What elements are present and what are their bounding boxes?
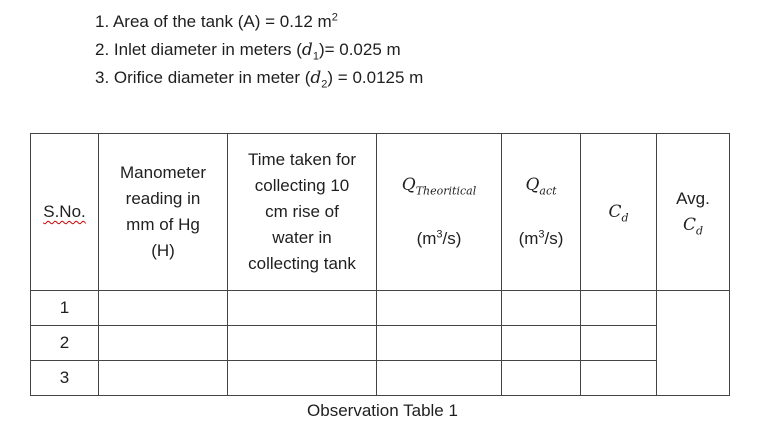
parameter-text: 1. Area of the tank (A) = 0.12 m — [95, 12, 332, 31]
subscript: 1 — [312, 50, 319, 63]
header-sno: S.No. — [30, 133, 99, 291]
header-row: S.No. Manometer reading in mm of Hg (H) … — [30, 133, 730, 291]
parameter-text: 2. Inlet diameter in meters ( — [95, 40, 302, 59]
avg-cd-cell — [656, 290, 730, 396]
header-cd: Cd — [580, 133, 657, 291]
superscript: 2 — [331, 11, 338, 24]
table-cell — [580, 360, 657, 396]
table-cell — [376, 325, 502, 361]
table-cell — [227, 290, 377, 326]
variable-symbol: d — [310, 68, 322, 88]
parameter-text: )= 0.025 m — [318, 40, 401, 59]
parameter-text: ) = 0.0125 m — [327, 68, 424, 87]
header-q-theoritical: QTheoritical (m3/s) — [376, 133, 502, 291]
parameter-list: 1. Area of the tank (A) = 0.12 m2 2. Inl… — [95, 8, 423, 92]
table-cell — [501, 360, 581, 396]
table-row: 2 — [30, 325, 730, 361]
subscript: 2 — [321, 78, 328, 91]
table-cell — [227, 360, 377, 396]
parameter-text: 3. Orifice diameter in meter ( — [95, 68, 311, 87]
table-cell — [227, 325, 377, 361]
table-cell — [580, 290, 657, 326]
table-cell — [501, 290, 581, 326]
table-cell — [580, 325, 657, 361]
row-number: 3 — [30, 360, 99, 396]
parameter-inlet-diameter: 2. Inlet diameter in meters (d1)= 0.025 … — [95, 36, 423, 64]
variable-symbol: d — [301, 40, 313, 60]
table-cell — [98, 360, 228, 396]
table-cell — [376, 290, 502, 326]
table-cell — [501, 325, 581, 361]
table-row: 1 — [30, 290, 730, 396]
table-row: 3 — [30, 360, 730, 396]
header-q-act: Qact (m3/s) — [501, 133, 581, 291]
header-time: Time taken for collecting 10 cm rise of … — [227, 133, 377, 291]
header-manometer: Manometer reading in mm of Hg (H) — [98, 133, 228, 291]
table-cell — [376, 360, 502, 396]
header-avg-cd: Avg. Cd — [656, 133, 730, 291]
table-cell — [98, 325, 228, 361]
parameter-area: 1. Area of the tank (A) = 0.12 m2 — [95, 8, 423, 36]
parameter-orifice-diameter: 3. Orifice diameter in meter (d2) = 0.01… — [95, 64, 423, 92]
row-number: 1 — [30, 290, 99, 326]
row-number: 2 — [30, 325, 99, 361]
observation-table: S.No. Manometer reading in mm of Hg (H) … — [30, 133, 730, 396]
table-caption: Observation Table 1 — [307, 401, 458, 420]
table-cell — [98, 290, 228, 326]
